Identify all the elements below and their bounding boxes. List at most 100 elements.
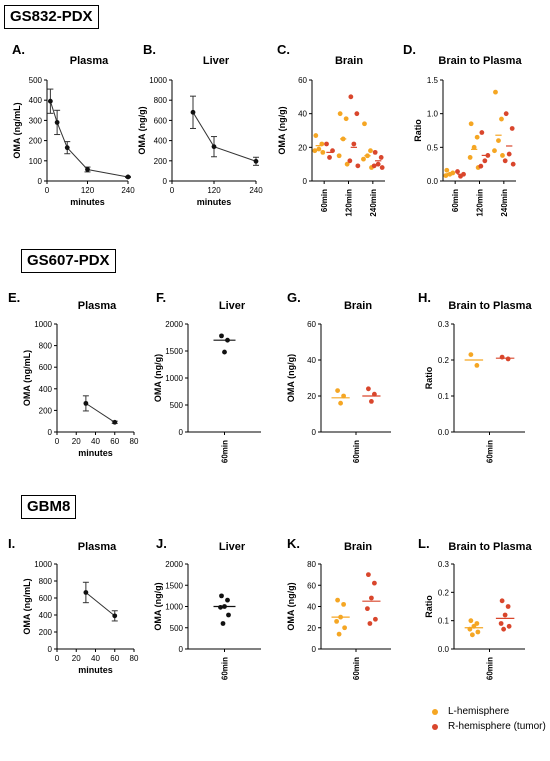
legend-item-r-hemisphere: R-hemisphere (tumor) xyxy=(432,719,546,734)
x-tick-label-a-1: 120 xyxy=(81,186,95,195)
y-axis-label-k: OMA (ng/g) xyxy=(286,582,296,630)
legend: L-hemisphere R-hemisphere (tumor) xyxy=(432,704,546,734)
x-tick-label-c-1: 120min xyxy=(345,189,354,217)
data-point-l-0-r-2 xyxy=(502,612,508,618)
data-point-c-2-r-1 xyxy=(378,155,384,160)
data-point-c-1-l-4 xyxy=(344,161,350,167)
data-point-k-0-r-1 xyxy=(372,580,377,586)
data-point-i-0 xyxy=(83,590,89,595)
legend-label-r: R-hemisphere (tumor) xyxy=(448,721,546,732)
data-point-l-0-l-4 xyxy=(475,629,481,635)
y-axis-label-d: Ratio xyxy=(413,119,423,142)
data-point-d-2-l-3 xyxy=(492,148,497,154)
data-point-a-0 xyxy=(47,98,53,104)
data-point-h-0-r-0 xyxy=(499,354,505,360)
x-tick-label-k-0: 60min xyxy=(352,657,361,680)
data-point-k-0-r-5 xyxy=(367,621,373,626)
y-tick-label-f-4: 2000 xyxy=(165,320,183,329)
panel-c: C. Brain 0 20 40 60 OMA (ng/g) 60min 120min 240mi… xyxy=(277,42,385,217)
panel-label-l: L. xyxy=(418,536,430,551)
y-tick-label-b-0: 0 xyxy=(163,177,168,186)
data-point-d-1-l-2 xyxy=(471,144,477,150)
x-tick-label-f-0: 60min xyxy=(221,440,230,463)
panel-e: E. Plasma 0 200 400 600 800 1000 OMA (ng/mL) 0 20 4… xyxy=(8,290,139,458)
y-tick-label-a-4: 400 xyxy=(29,96,43,105)
y-tick-label-c-1: 20 xyxy=(298,143,307,152)
y-tick-label-f-0: 0 xyxy=(179,428,184,437)
data-point-d-2-r-3 xyxy=(502,158,508,164)
data-point-b-1 xyxy=(211,144,217,150)
legend-label-l: L-hemisphere xyxy=(448,706,510,717)
data-point-c-0-l-4 xyxy=(320,149,326,155)
x-tick-label-g-0: 60min xyxy=(352,440,361,463)
data-point-l-0-r-4 xyxy=(506,623,512,629)
panel-title-k: Brain xyxy=(344,541,372,553)
panel-g: G. Brain 0 20 40 60 OMA (ng/g) 60min xyxy=(286,290,391,463)
y-axis-label-a: OMA (ng/mL) xyxy=(12,102,22,158)
y-tick-label-l-3: 0.3 xyxy=(438,560,450,569)
y-tick-label-g-3: 60 xyxy=(307,320,316,329)
x-tick-label-d-1: 120min xyxy=(476,189,485,217)
data-point-c-2-r-4 xyxy=(379,165,385,170)
x-tick-label-c-2: 240min xyxy=(369,189,378,217)
data-point-e-0 xyxy=(83,400,89,406)
data-point-l-0-l-1 xyxy=(474,621,480,626)
data-point-k-0-l-5 xyxy=(336,631,342,637)
panel-title-d: Brain to Plasma xyxy=(438,55,522,67)
x-tick-label-i-2: 40 xyxy=(91,654,100,663)
panel-title-f: Liver xyxy=(219,300,246,312)
data-point-d-1-r-1 xyxy=(485,153,491,158)
x-tick-label-d-0: 60min xyxy=(451,189,460,212)
data-point-b-2 xyxy=(253,158,259,164)
data-point-f-0-k-1 xyxy=(225,337,230,343)
y-tick-label-e-3: 600 xyxy=(39,363,53,372)
y-tick-label-h-3: 0.3 xyxy=(438,320,450,329)
y-tick-label-i-4: 800 xyxy=(39,577,53,586)
data-point-c-0-l-1 xyxy=(319,141,325,147)
data-point-g-0-l-0 xyxy=(335,388,340,393)
data-point-d-1-l-3 xyxy=(467,155,473,160)
y-tick-label-i-2: 400 xyxy=(39,611,53,620)
data-point-d-0-l-0 xyxy=(444,167,450,173)
y-tick-label-k-2: 40 xyxy=(307,603,316,612)
legend-swatch-l xyxy=(432,708,438,715)
panel-d: D. Brain to Plasma 0.0 0.5 1.0 1.5 Ratio 60min 1… xyxy=(403,42,522,217)
x-tick-label-e-0: 0 xyxy=(55,437,60,446)
y-axis-label-j: OMA (ng/g) xyxy=(153,582,163,630)
y-tick-label-i-1: 200 xyxy=(39,628,53,637)
data-point-a-2 xyxy=(64,145,70,151)
data-point-c-1-r-0 xyxy=(348,94,354,100)
x-tick-label-j-0: 60min xyxy=(221,657,230,680)
data-point-d-2-r-1 xyxy=(509,126,515,131)
panel-k: K. Brain 0 20 40 60 80 OMA (ng/g) 60min xyxy=(286,536,391,680)
data-point-d-0-r-0 xyxy=(455,169,460,174)
y-tick-label-e-4: 800 xyxy=(39,342,53,351)
data-point-f-0-k-2 xyxy=(222,349,227,355)
data-point-c-1-r-1 xyxy=(354,111,360,117)
panel-title-l: Brain to Plasma xyxy=(448,541,532,553)
y-tick-label-l-2: 0.2 xyxy=(438,588,450,597)
panel-title-e: Plasma xyxy=(78,300,117,312)
data-point-a-4 xyxy=(125,174,131,180)
panel-title-c: Brain xyxy=(335,55,363,67)
x-tick-label-a-0: 0 xyxy=(45,186,50,195)
data-point-h-0-r-1 xyxy=(505,356,511,362)
x-tick-label-d-2: 240min xyxy=(500,189,509,217)
x-tick-label-e-4: 80 xyxy=(130,437,139,446)
data-point-d-0-l-2 xyxy=(447,171,453,177)
y-tick-label-c-3: 60 xyxy=(298,76,307,85)
y-tick-label-j-2: 1000 xyxy=(165,603,183,612)
x-tick-label-l-0: 60min xyxy=(486,657,495,680)
panel-title-b: Liver xyxy=(203,55,230,67)
x-tick-label-c-0: 60min xyxy=(320,189,329,212)
y-tick-label-e-1: 200 xyxy=(39,406,53,415)
y-tick-label-k-0: 0 xyxy=(312,645,317,654)
y-tick-label-b-3: 600 xyxy=(154,116,168,125)
x-axis-label-a: minutes xyxy=(70,197,105,207)
y-tick-label-f-3: 1500 xyxy=(165,347,183,356)
y-tick-label-l-0: 0.0 xyxy=(438,645,450,654)
data-point-c-1-r-3 xyxy=(347,158,353,164)
panel-l: L. Brain to Plasma 0.0 0.1 0.2 0.3 Ratio 60min xyxy=(418,536,532,680)
panel-title-g: Brain xyxy=(344,300,372,312)
